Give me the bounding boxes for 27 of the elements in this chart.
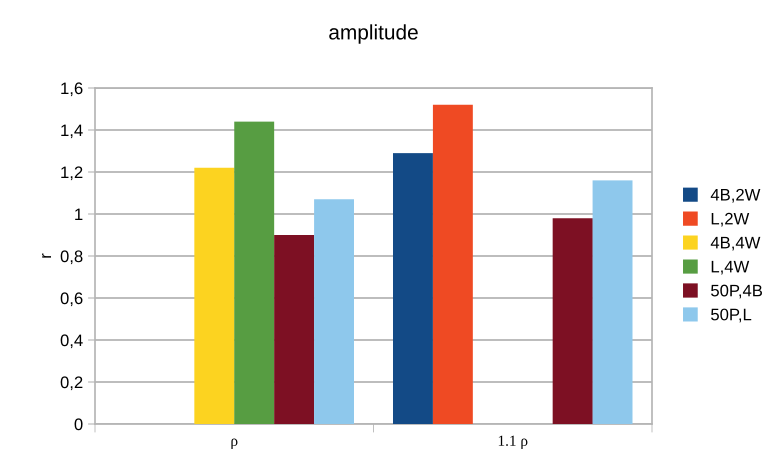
legend-label: 50P,4B xyxy=(711,284,762,298)
y-tick-label: 0,6 xyxy=(60,292,82,306)
bar xyxy=(194,168,234,424)
y-tick-label: 0,4 xyxy=(60,334,83,348)
chart-title: amplitude xyxy=(329,24,418,44)
legend-label: 4B,4W xyxy=(710,236,760,251)
y-tick-label: 1 xyxy=(75,208,82,220)
legend-label: L,4W xyxy=(712,260,750,274)
y-tick-label: 1,6 xyxy=(61,82,82,96)
bar xyxy=(552,218,593,424)
y-tick-label: 1,2 xyxy=(61,166,82,180)
bar xyxy=(432,104,473,424)
bar xyxy=(392,153,433,424)
bar xyxy=(274,235,314,424)
y-axis-title: r xyxy=(42,254,52,258)
bar xyxy=(314,199,354,424)
bar xyxy=(592,180,633,424)
y-tick-label: 0,8 xyxy=(60,250,82,264)
bar xyxy=(234,122,274,424)
y-tick-label: 0 xyxy=(74,418,83,430)
legend-label: L,2W xyxy=(712,212,750,227)
x-tick-label: ρ xyxy=(231,438,238,449)
legend-label: 50P,L xyxy=(711,308,752,322)
x-tick-label: 1.1 ρ xyxy=(498,436,528,449)
y-tick-label: 1,4 xyxy=(61,124,83,138)
legend-label: 4B,2W xyxy=(710,188,760,203)
y-tick-label: 0,2 xyxy=(60,376,82,390)
